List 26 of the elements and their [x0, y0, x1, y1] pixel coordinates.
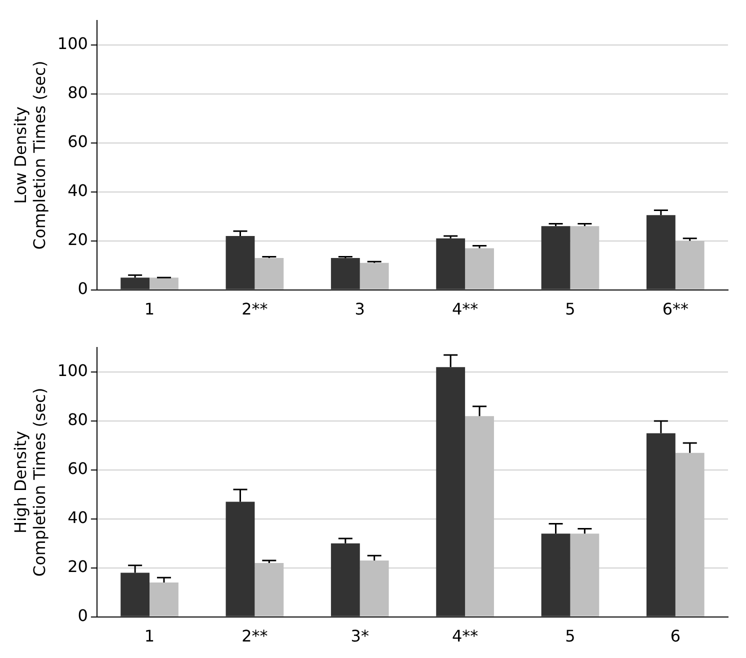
y-tick-label: 40	[68, 181, 88, 200]
x-tick-label: 5	[565, 300, 576, 319]
x-tick-label: 6	[670, 626, 681, 646]
y-tick-label: 60	[68, 132, 88, 152]
y-tick-label: 20	[68, 557, 88, 576]
x-tick-label: 4**	[452, 300, 478, 319]
y-tick-label: 0	[78, 278, 88, 298]
y-tick-label: 100	[57, 361, 88, 380]
x-tick-label: 6**	[662, 300, 689, 319]
y-tick-label: 80	[68, 410, 88, 430]
x-tick-label: 1	[144, 626, 155, 646]
x-tick-label: 1	[144, 300, 155, 319]
y-tick-label: 40	[68, 508, 88, 528]
x-tick-label: 2**	[242, 300, 268, 319]
y-axis-title: High Density Completion Times (sec)	[10, 388, 49, 577]
x-tick-label: 3*	[350, 626, 369, 646]
x-tick-label: 5	[565, 626, 576, 646]
x-tick-label: 4**	[452, 626, 478, 646]
y-tick-label: 100	[57, 34, 88, 54]
x-tick-label: 2**	[242, 626, 268, 646]
y-axis-title: Low Density Completion Times (sec)	[10, 60, 49, 250]
y-tick-label: 80	[68, 83, 88, 102]
y-tick-label: 20	[68, 230, 88, 250]
y-tick-label: 60	[68, 459, 88, 478]
y-tick-label: 0	[78, 606, 88, 625]
x-tick-label: 3	[354, 300, 365, 319]
